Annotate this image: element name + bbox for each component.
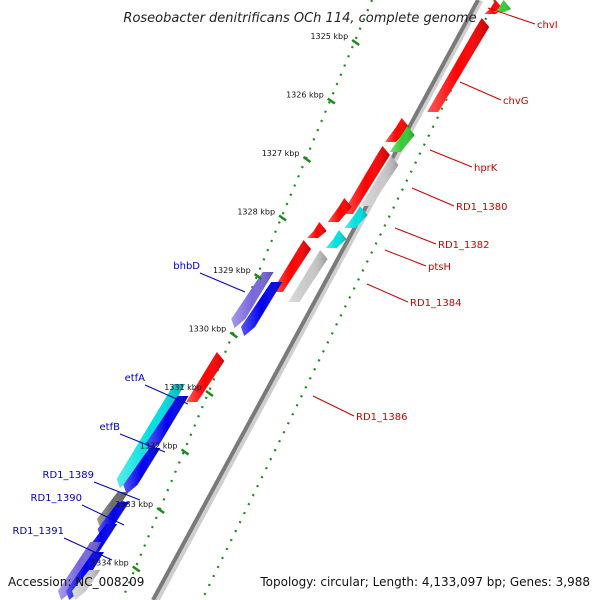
leader-line (63, 537, 113, 561)
gene-RD1_1386-shade (186, 352, 225, 402)
gene-RD1_1382-shade (327, 198, 352, 222)
leader-line (93, 481, 141, 501)
leader-line (81, 504, 125, 526)
gene-RD1_1384-shade (288, 250, 328, 302)
reverse-gene-label: RD1_1391 (13, 526, 64, 537)
reverse-gene-label: RD1_1390 (31, 493, 82, 504)
tick-mark (180, 448, 190, 456)
leader-line (411, 187, 455, 207)
gene-red-1-shade (385, 118, 410, 142)
forward-gene-label: RD1_1386 (356, 412, 407, 423)
tick-mark (132, 565, 141, 573)
tick-label: 1331 kbp (164, 383, 202, 392)
gene-RD1_1380-red-shade (342, 146, 390, 214)
gene-red-3-shade (271, 240, 311, 292)
leader-line (459, 81, 502, 101)
topology-text: Topology: circular; Length: 4,133,097 bp… (259, 575, 590, 589)
leader-line (384, 249, 427, 267)
gene-features (58, 0, 511, 600)
tick-label: 1329 kbp (213, 266, 251, 275)
gene-bhbD-shade (231, 272, 274, 328)
leader-line (199, 272, 246, 293)
gene-hprK-shade (389, 126, 415, 152)
forward-gene-label: ptsH (428, 262, 451, 273)
leader-line (312, 395, 355, 417)
reverse-gene-label: etfA (125, 373, 146, 384)
tick-label: 1327 kbp (262, 149, 300, 158)
reverse-gene-label: RD1_1389 (43, 470, 94, 481)
forward-gene-label: RD1_1380 (456, 202, 507, 213)
gene-cyan-1-shade (344, 206, 368, 228)
leader-line (394, 227, 437, 245)
forward-gene-label: RD1_1382 (438, 240, 489, 251)
tick-label: 1330 kbp (189, 325, 227, 334)
kbp-ticks: 1325 kbp 1326 kbp 1327 kbp 1328 kbp 1329 kbp… (91, 32, 360, 573)
tick-label: 1333 kbp (115, 500, 153, 509)
tick-label: 1332 kbp (140, 442, 178, 451)
gene-ptsH-shade (325, 230, 347, 248)
tick-label: 1326 kbp (286, 91, 324, 100)
tick-mark (156, 506, 165, 515)
tick-mark (278, 214, 287, 222)
tick-mark (327, 97, 336, 105)
accession-text: Accession: NC_008209 (8, 575, 144, 589)
tick-mark (351, 38, 360, 47)
gene-chvI-green-shade (493, 0, 511, 12)
gene-labels: chvI chvG hprK RD1_1380 RD1_1382 ptsH RD1_1384… (13, 7, 558, 561)
tick-label: 1325 kbp (310, 32, 348, 41)
leader-line (119, 433, 166, 453)
forward-gene-label: RD1_1384 (410, 298, 461, 309)
outer-ruler-line (120, 0, 374, 600)
gene-etfA-shade (116, 384, 185, 488)
gene-red-2-shade (307, 222, 327, 238)
tick-mark (205, 389, 214, 398)
leader-line (429, 149, 473, 168)
forward-gene-label: chvG (503, 96, 529, 107)
tick-mark (229, 331, 239, 339)
reverse-gene-label: bhbD (173, 261, 200, 272)
tick-label: 1328 kbp (237, 208, 275, 217)
leader-line (487, 7, 536, 25)
tick-label: 1334 kbp (91, 559, 129, 568)
gene-chvG-shade (427, 18, 490, 112)
leader-line (366, 283, 409, 303)
gene-white-1-shade (72, 570, 101, 600)
forward-gene-label: hprK (474, 163, 498, 174)
genome-title: Roseobacter denitrificans OCh 114, compl… (123, 11, 476, 26)
inner-ruler-line (201, 0, 496, 600)
gene-blue-1-shade (241, 282, 283, 336)
leader-line (144, 384, 189, 405)
gene-RD1_1380-grey-shade (360, 156, 399, 206)
tick-mark (253, 272, 263, 281)
gene-etfB-shade (123, 448, 161, 494)
backbone (151, 0, 480, 600)
tick-mark (302, 155, 312, 164)
reverse-gene-label: etfB (100, 422, 121, 433)
gene-blue-2-shade (146, 396, 189, 452)
forward-gene-label: chvI (537, 20, 558, 31)
